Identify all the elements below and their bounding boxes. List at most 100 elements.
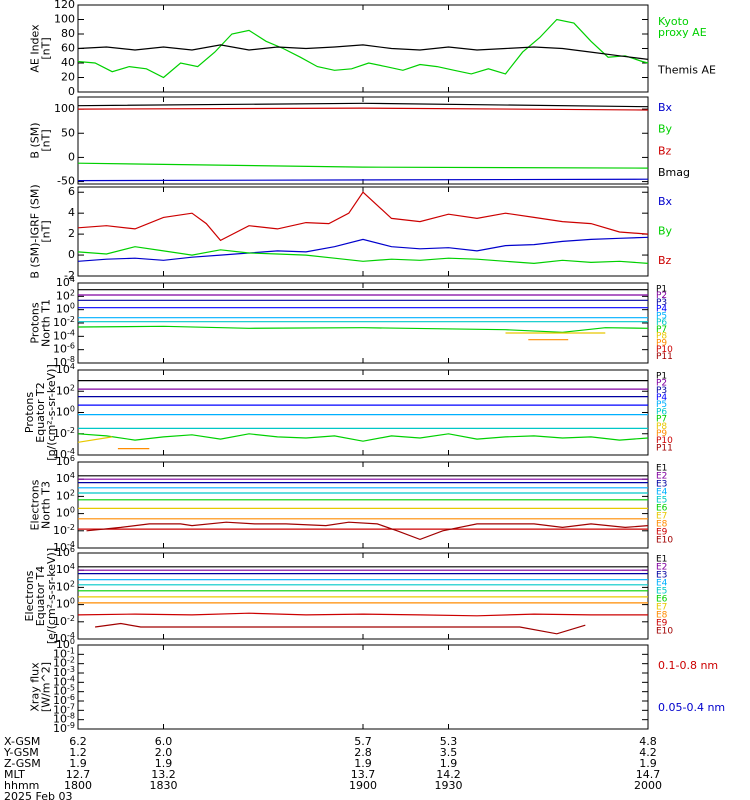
x-axis-value: 2.8 — [354, 746, 372, 759]
legend-label: E5 — [656, 587, 667, 597]
y-axis-label: Protons — [29, 302, 42, 343]
y-tick-label: 0 — [68, 248, 75, 261]
y-axis-label: [e/(cm²-s-sr-keV)] — [45, 548, 58, 644]
legend-label: E2 — [656, 472, 667, 482]
y-tick-label: 2 — [68, 227, 75, 240]
y-tick-label: 10-1 — [53, 646, 75, 661]
y-axis-label: B (SM) — [29, 122, 42, 158]
legend-label: P6 — [656, 407, 667, 417]
x-axis-value: 5.3 — [440, 735, 458, 748]
y-tick-label: 100 — [56, 505, 75, 520]
x-axis-value: 1.2 — [69, 746, 87, 759]
legend-label: 0.1-0.8 nm — [658, 659, 718, 672]
series-line-themis-ae — [77, 44, 649, 60]
legend-label: E7 — [656, 603, 667, 613]
series-line-p8 — [77, 436, 113, 443]
legend-label: E2 — [656, 563, 667, 573]
legend-label: P11 — [656, 443, 673, 453]
legend-label: P8 — [656, 332, 667, 342]
y-axis-label: [nT] — [40, 220, 53, 242]
series-line-e9 — [77, 612, 648, 617]
x-axis-value: 1930 — [435, 779, 463, 792]
series-line-e10 — [95, 622, 586, 635]
legend-label: E6 — [656, 504, 668, 514]
y-tick-label: 10-8 — [53, 355, 75, 370]
y-tick-label: 100 — [54, 102, 75, 115]
date-label: 2025 Feb 03 — [4, 790, 72, 800]
series-line-e10 — [86, 521, 649, 541]
x-axis-row-label: hhmm — [4, 779, 39, 792]
x-axis-value: 13.7 — [351, 768, 376, 781]
legend-label: E1 — [656, 555, 667, 565]
y-tick-label: 40 — [61, 56, 75, 69]
legend-label: Bmag — [658, 166, 690, 179]
legend-label: By — [658, 225, 673, 238]
legend-label: E10 — [656, 536, 673, 546]
legend-label: E5 — [656, 496, 667, 506]
x-axis-value: 6.0 — [155, 735, 173, 748]
series-line-p7 — [77, 325, 649, 333]
x-axis-value: 2.0 — [155, 746, 173, 759]
legend-label: E9 — [656, 619, 668, 629]
x-axis-row-label: MLT — [4, 768, 25, 781]
y-tick-label: 102 — [56, 579, 75, 594]
legend-label: By — [658, 123, 673, 136]
y-tick-label: 102 — [56, 488, 75, 503]
x-axis-value: 1800 — [64, 779, 92, 792]
y-tick-label: 100 — [56, 596, 75, 611]
legend-label: P2 — [656, 291, 667, 301]
y-tick-label: 10-2 — [53, 522, 75, 537]
legend-label: Bz — [658, 254, 672, 267]
y-tick-label: 100 — [54, 13, 75, 26]
y-axis-label: Equator T4 — [34, 566, 47, 626]
y-tick-label: 104 — [56, 471, 75, 486]
legend-label: E10 — [656, 627, 673, 637]
series-line-by — [77, 162, 649, 169]
x-axis-row-label: Y-GSM — [3, 746, 39, 759]
legend-label: E8 — [656, 611, 668, 621]
y-tick-label: 10-8 — [53, 711, 75, 726]
y-axis-label: Protons — [23, 392, 36, 433]
series-line-bx — [77, 236, 649, 262]
y-tick-label: 102 — [56, 383, 75, 398]
legend-label: P1 — [656, 285, 667, 295]
panel-frame — [77, 644, 649, 730]
x-axis-value: 4.2 — [639, 746, 657, 759]
y-tick-label: 10-4 — [53, 447, 75, 462]
legend-label: E6 — [656, 595, 668, 605]
x-axis-value: 14.7 — [636, 768, 661, 781]
series-line-bz — [77, 107, 649, 111]
x-axis-value: 1.9 — [155, 757, 173, 770]
legend-label: E9 — [656, 528, 668, 538]
series-line-kyoto-proxy-ae — [77, 18, 649, 79]
legend-label: Themis AE — [657, 63, 716, 76]
y-tick-label: 4 — [68, 206, 75, 219]
legend-label: P3 — [656, 298, 667, 308]
y-axis-label: AE Index — [29, 24, 42, 73]
y-tick-label: 10-4 — [53, 540, 75, 555]
y-tick-label: 104 — [56, 362, 75, 377]
x-axis-row-label: X-GSM — [4, 735, 40, 748]
panel-2: -50 0 50 100 B (SM)[nT] Bx By Bz Bmag — [29, 96, 690, 188]
y-axis-label: North T1 — [40, 299, 53, 347]
x-axis-value: 6.2 — [69, 735, 87, 748]
x-axis-value: 12.7 — [66, 768, 91, 781]
y-tick-label: 80 — [61, 27, 75, 40]
legend-label: P10 — [656, 436, 673, 446]
panel-frame — [77, 552, 649, 640]
y-tick-label: 102 — [56, 288, 75, 303]
legend-label: P2 — [656, 379, 667, 389]
legend-label: P1 — [656, 372, 667, 382]
y-tick-label: 10-6 — [53, 341, 75, 356]
legend-label: E7 — [656, 512, 667, 522]
legend-label: P7 — [656, 325, 667, 335]
legend-label: P4 — [656, 305, 667, 315]
y-axis-label: Equator T2 — [34, 382, 47, 442]
legend-label: P6 — [656, 318, 667, 328]
legend-label: P9 — [656, 429, 667, 439]
x-axis-value: 1900 — [349, 779, 377, 792]
y-tick-label: 106 — [56, 454, 75, 469]
